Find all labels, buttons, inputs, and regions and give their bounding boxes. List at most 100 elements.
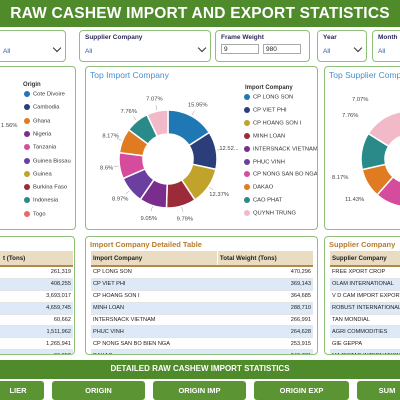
table-row[interactable]: CP VIET PHI 369,143 xyxy=(91,278,313,291)
table-row[interactable]: V D CAM IMPORT EXPORT xyxy=(330,290,400,303)
import-donut-value-label: 7.07% xyxy=(146,97,162,103)
legend-label: Guinea Bissau xyxy=(33,158,71,165)
chevron-down-icon[interactable] xyxy=(197,43,207,53)
supplier-company-cell: V D CAM IMPORT EXPORT xyxy=(330,290,400,303)
total-weight-cell: 264,628 xyxy=(217,325,313,339)
origin-legend-item[interactable]: Ghana xyxy=(24,117,51,126)
legend-dot-icon xyxy=(244,171,250,178)
table-row[interactable]: ROBUST INTERNATIONAL xyxy=(330,302,400,315)
frame-weight-slicer[interactable]: Frame Weight 9 980 xyxy=(215,30,310,62)
import-donut-leader-line xyxy=(113,165,119,167)
bottom-title-bar xyxy=(0,360,400,379)
page-title: RAW CASHEW IMPORT AND EXPORT STATISTICS xyxy=(10,5,390,22)
table-row[interactable]: 1,511,962 xyxy=(0,325,73,339)
nav-button-supplier[interactable]: LIER xyxy=(0,381,44,400)
table-row[interactable]: AGRI COMMODITIES xyxy=(330,325,400,339)
table-row[interactable]: 1,265,941 xyxy=(0,337,73,351)
supplier-company-slicer[interactable]: Supplier Company All xyxy=(79,30,211,62)
import-legend-item[interactable]: CP NONG SAN BO NGA... xyxy=(244,171,317,179)
nav-button-summary[interactable]: SUM xyxy=(357,381,400,400)
import-legend-item[interactable]: CP HOANG SON I xyxy=(244,119,302,128)
table-row[interactable]: DAKAO240,771 xyxy=(91,349,313,354)
origin-legend-item[interactable]: Nigeria xyxy=(24,130,52,139)
supplier-pct-label: 7.76% xyxy=(342,113,359,119)
legend-label: Nigeria xyxy=(33,131,52,138)
import-donut-value-label: 12.52... xyxy=(219,146,239,152)
legend-label: Cote Divoire xyxy=(33,91,65,98)
origin-legend-item[interactable]: Indonesia xyxy=(24,197,58,205)
supplier-detail-table: Supplier Company FREE XPORT CROP OLAM INT… xyxy=(330,251,400,354)
month-slicer[interactable]: Month All xyxy=(372,30,400,62)
import-legend-item[interactable]: CAO PHAT xyxy=(244,197,282,205)
frame-weight-min-input[interactable]: 9 xyxy=(221,44,259,54)
import-legend-item[interactable]: INTERSNACK VIETNAM xyxy=(244,145,317,154)
table-row[interactable]: FREE XPORT CROP xyxy=(330,266,400,279)
table-row[interactable]: 36,052 xyxy=(0,349,73,354)
origin-legend-item[interactable]: Tanzania xyxy=(24,144,56,152)
origin-legend-item[interactable]: Togo xyxy=(24,210,46,219)
origin-legend-item[interactable]: Guinea xyxy=(24,170,52,179)
import-legend-item[interactable]: PHUC VINH xyxy=(244,158,285,167)
table-row[interactable]: CP NONG SAN BO BIEN NGA 253,915 xyxy=(91,337,313,351)
month-value: All xyxy=(378,48,386,55)
origin-legend-item[interactable]: Guinea Bissau xyxy=(24,157,71,166)
legend-dot-icon xyxy=(24,117,30,124)
table-row[interactable]: INTERSNACK VIETNAM 266,991 xyxy=(91,314,313,327)
table-row[interactable]: GIE GEPPA xyxy=(330,337,400,351)
column-header-total-weight[interactable]: Total Weight (Tons) xyxy=(216,251,313,267)
origin-legend-item[interactable]: Cambodia xyxy=(24,104,59,112)
legend-label: Ghana xyxy=(33,118,51,125)
import-donut-value-label: 8.17% xyxy=(102,134,118,140)
import-legend-item[interactable]: DAKAO xyxy=(244,184,273,192)
year-slicer[interactable]: Year All xyxy=(317,30,367,62)
import-legend-item[interactable]: MINH LOAN xyxy=(244,132,285,141)
import-donut-leader-line xyxy=(116,138,122,141)
left-slicer[interactable]: All xyxy=(0,30,66,62)
table-row[interactable]: 408,255 xyxy=(0,278,73,291)
month-label: Month xyxy=(378,34,398,41)
column-header-import-company[interactable]: Import Company xyxy=(91,251,218,267)
legend-label: CAO PHAT xyxy=(253,197,283,204)
supplier-donut-slice[interactable] xyxy=(367,111,400,148)
table-row[interactable]: 4,659,745 xyxy=(0,302,73,315)
table-row[interactable]: MINH LOAN 288,710 xyxy=(91,302,313,315)
column-header-supplier-company[interactable]: Supplier Company xyxy=(330,251,400,267)
origin-chart-panel: 1.56% Origin Cote Divoire Cambodia Ghana Ni… xyxy=(0,66,76,230)
legend-dot-icon xyxy=(24,104,30,111)
legend-dot-icon xyxy=(24,210,30,217)
table-row[interactable]: CP LONG SON 470,296 xyxy=(91,266,313,279)
table-row[interactable]: 3,693,017 xyxy=(0,290,73,303)
table-row[interactable]: PHUC VINH 264,628 xyxy=(91,325,313,339)
table-row[interactable]: MAJESTAR INTERNATIONAL xyxy=(330,349,400,354)
import-donut-slice[interactable] xyxy=(145,109,169,138)
import-legend-item[interactable]: CP LONG SON xyxy=(244,94,293,102)
table-row[interactable]: OLAM INTERNATIONAL xyxy=(330,278,400,291)
supplier-table-title: Supplier Company xyxy=(329,240,396,249)
supplier-pct-label: 11.43% xyxy=(345,197,365,203)
origin-legend-item[interactable]: Burkina Faso xyxy=(24,184,67,192)
frame-weight-max-input[interactable]: 980 xyxy=(263,44,301,54)
chevron-down-icon[interactable] xyxy=(52,43,62,53)
legend-label: Togo xyxy=(33,211,46,218)
import-legend-item[interactable]: CP VIET PHI xyxy=(244,106,287,115)
supplier-company-cell: FREE XPORT CROP xyxy=(330,266,400,279)
nav-button-origin-exp[interactable]: ORIGIN EXP xyxy=(254,381,349,400)
legend-dot-icon xyxy=(24,130,30,137)
chevron-down-icon[interactable] xyxy=(353,43,363,53)
column-header[interactable]: t (Tons) xyxy=(0,251,73,267)
legend-dot-icon xyxy=(244,119,250,126)
table-row[interactable]: CP HOANG SON I 364,685 xyxy=(91,290,313,303)
table-row[interactable]: TAN MONDIAL xyxy=(330,314,400,327)
origin-legend-item[interactable]: Cote Divoire xyxy=(24,91,65,99)
nav-button-origin[interactable]: ORIGIN xyxy=(52,381,145,400)
origin-detail-table: t (Tons) 261,319 408,255 3,693,017 4,659,74… xyxy=(0,251,73,354)
table-row[interactable]: 60,662 xyxy=(0,314,73,327)
import-legend-item[interactable]: QUYNH TRUNG xyxy=(244,210,296,218)
import-company-cell: CP HOANG SON I xyxy=(91,290,218,303)
top-import-panel: Top Import Company 15.95% 12.52... 12.37% 9… xyxy=(85,66,318,230)
legend-label: CP HOANG SON I xyxy=(253,120,302,127)
weight-cell: 3,693,017 xyxy=(0,290,73,303)
table-row[interactable]: 261,319 xyxy=(0,266,73,279)
year-value: All xyxy=(323,48,331,55)
nav-button-origin-imp[interactable]: ORIGIN IMP xyxy=(153,381,246,400)
